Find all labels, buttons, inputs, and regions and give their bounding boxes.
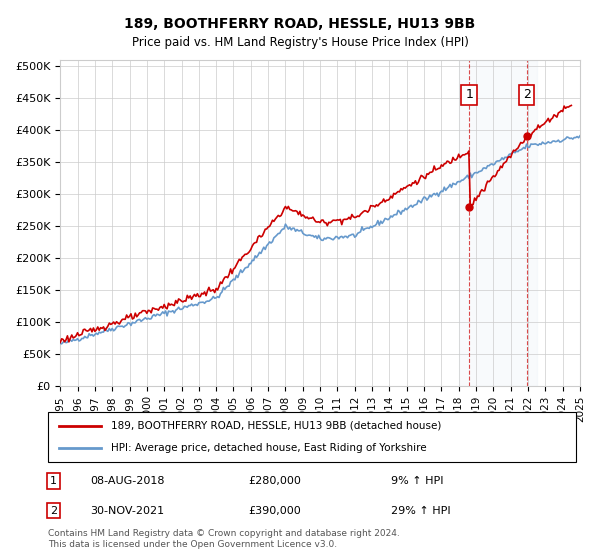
Text: 189, BOOTHFERRY ROAD, HESSLE, HU13 9BB: 189, BOOTHFERRY ROAD, HESSLE, HU13 9BB <box>124 17 476 31</box>
Text: 30-NOV-2021: 30-NOV-2021 <box>90 506 164 516</box>
Text: 189, BOOTHFERRY ROAD, HESSLE, HU13 9BB (detached house): 189, BOOTHFERRY ROAD, HESSLE, HU13 9BB (… <box>112 421 442 431</box>
FancyBboxPatch shape <box>48 412 576 462</box>
Text: Price paid vs. HM Land Registry's House Price Index (HPI): Price paid vs. HM Land Registry's House … <box>131 36 469 49</box>
Text: 1: 1 <box>50 476 57 486</box>
Text: £390,000: £390,000 <box>248 506 301 516</box>
Text: 08-AUG-2018: 08-AUG-2018 <box>90 476 165 486</box>
Text: 2: 2 <box>50 506 57 516</box>
Text: 1: 1 <box>465 88 473 101</box>
Text: £280,000: £280,000 <box>248 476 302 486</box>
Text: 29% ↑ HPI: 29% ↑ HPI <box>391 506 451 516</box>
Text: Contains HM Land Registry data © Crown copyright and database right 2024.
This d: Contains HM Land Registry data © Crown c… <box>48 529 400 549</box>
Text: 9% ↑ HPI: 9% ↑ HPI <box>391 476 444 486</box>
Text: 2: 2 <box>523 88 530 101</box>
Bar <box>459 60 536 386</box>
Text: HPI: Average price, detached house, East Riding of Yorkshire: HPI: Average price, detached house, East… <box>112 443 427 453</box>
